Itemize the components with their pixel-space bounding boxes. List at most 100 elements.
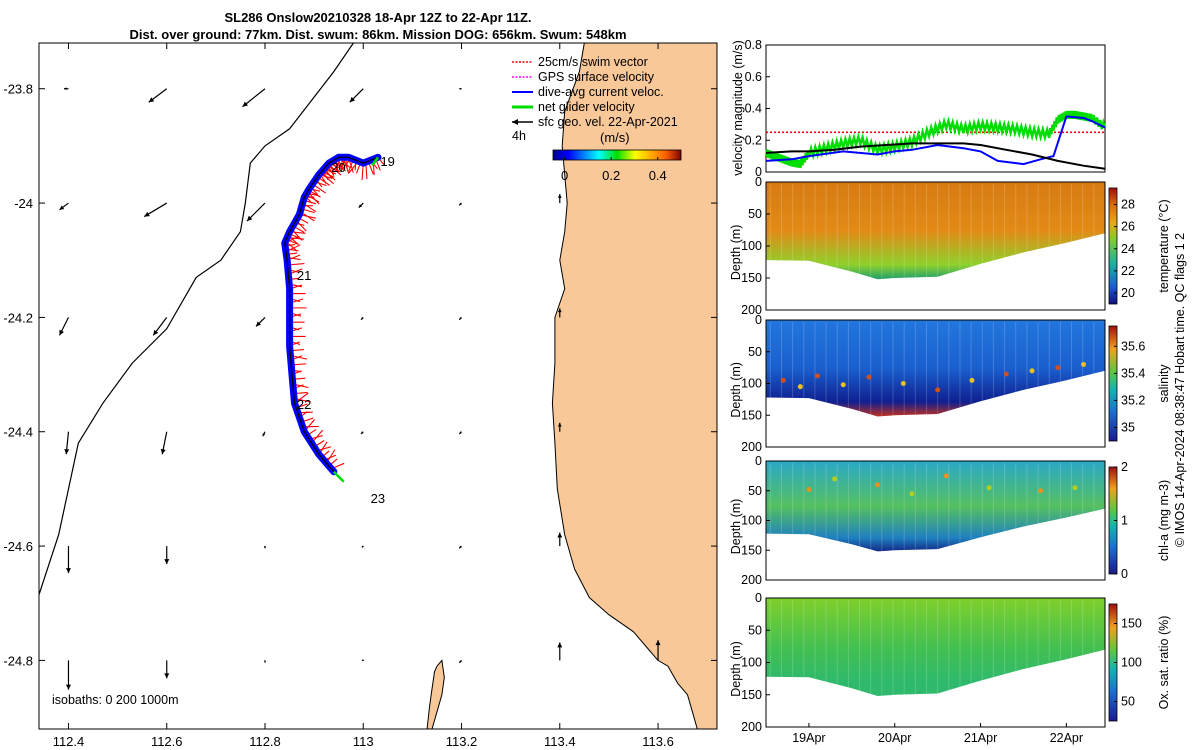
legend-interval-label: 4h bbox=[512, 129, 526, 143]
section-ytick-label: 150 bbox=[741, 543, 762, 557]
chla-marker bbox=[832, 476, 838, 482]
sfc-arrowhead-18 bbox=[160, 448, 166, 455]
velocity-timeseries-panel: 0 0.2 0.4 0.6 0.8 velocity magnitude (m/s) bbox=[731, 38, 1107, 179]
sfc-arrowhead-8 bbox=[358, 204, 363, 208]
title-line-1: SL286 Onslow20210328 18-Apr 12Z to 22-Ap… bbox=[224, 10, 531, 25]
section-panel-0: 0 50 100 150 200 Depth (m) 20 22 24 26 28 temperatu… bbox=[729, 175, 1171, 317]
section-colorbar-tick-label: 1 bbox=[1121, 514, 1128, 528]
salinity-bottom-marker bbox=[1055, 365, 1061, 371]
section-ytick-label: 100 bbox=[741, 377, 762, 391]
salinity-bottom-marker bbox=[797, 384, 803, 390]
section-colorbar bbox=[1108, 325, 1118, 442]
salinity-bottom-marker bbox=[1081, 361, 1087, 367]
section-ytick-label: 150 bbox=[741, 271, 762, 285]
map-xtick-label: 112.6 bbox=[151, 734, 183, 749]
map-ytick-label: -24.8 bbox=[3, 653, 33, 668]
section-x-axis: 19Apr 20Apr 21Apr 22Apr bbox=[792, 723, 1083, 745]
section-ytick-label: 0 bbox=[755, 591, 762, 605]
chla-marker bbox=[1072, 485, 1078, 491]
net-velocity-start-vector bbox=[371, 156, 379, 167]
sfc-arrowhead-12 bbox=[153, 329, 159, 336]
salinity-bottom-marker bbox=[969, 377, 975, 383]
sfc-arrowhead-26 bbox=[361, 545, 365, 548]
map-ytick-label: -24.4 bbox=[3, 425, 33, 440]
section-colorbar-tick-label: 2 bbox=[1121, 460, 1128, 474]
legend-swim-vector-label: 25cm/s swim vector bbox=[538, 55, 648, 69]
section-ytick-label: 100 bbox=[741, 514, 762, 528]
section-panel-2: 0 50 100 150 200 Depth (m) 0 1 2 chl-a (mg m-3) bbox=[729, 454, 1171, 587]
section-ytick-label: 50 bbox=[748, 484, 762, 498]
section-xtick-label: 22Apr bbox=[1050, 731, 1083, 745]
section-ytick-label: 100 bbox=[741, 239, 762, 253]
section-colorbar-tick-label: 20 bbox=[1121, 286, 1135, 300]
section-colorbar-tick-label: 50 bbox=[1121, 695, 1135, 709]
map-y-axis: -23.8 -24 -24.2 -24.4 -24.6 -24.8 bbox=[3, 82, 717, 668]
series-line-3 bbox=[765, 142, 1106, 170]
sfc-arrowhead-20 bbox=[361, 431, 364, 434]
surface-velocity-arrows bbox=[58, 87, 661, 690]
net-velocity-end-vector bbox=[332, 470, 345, 483]
timeseries-y-axis: 0 0.2 0.4 0.6 0.8 bbox=[745, 38, 770, 179]
sfc-arrowhead-15 bbox=[459, 317, 462, 320]
ts-ytick-label: 0.2 bbox=[745, 133, 762, 147]
salinity-bottom-marker bbox=[814, 373, 820, 379]
legend-sfc-geo-label: sfc geo. vel. 22-Apr-2021 bbox=[538, 115, 678, 129]
section-data-field bbox=[766, 598, 1105, 696]
map-xtick-label: 113.6 bbox=[642, 734, 674, 749]
legend-net-velocity-label: net glider velocity bbox=[538, 100, 635, 114]
map-ytick-label: -24.2 bbox=[3, 310, 33, 325]
legend-sfc-geo-arrowhead bbox=[512, 119, 518, 125]
section-xtick-label: 19Apr bbox=[792, 731, 825, 745]
map-frame bbox=[38, 42, 718, 730]
section-colorbar-label: chl-a (mg m-3) bbox=[1157, 480, 1171, 561]
imos-credit: © IMOS 14-Apr-2024 08:38:47 Hobart time.… bbox=[1173, 233, 1187, 547]
section-ylabel: Depth (m) bbox=[729, 225, 743, 281]
legend-gps-label: GPS surface velocity bbox=[538, 70, 655, 84]
sfc-arrowhead-0 bbox=[63, 87, 67, 91]
section-ytick-label: 0 bbox=[755, 175, 762, 189]
chla-marker bbox=[909, 491, 915, 497]
section-ytick-label: 200 bbox=[741, 720, 762, 734]
speed-colorbar-tick-label: 0.4 bbox=[649, 168, 667, 183]
map-legend: 25cm/s swim vector GPS surface velocity … bbox=[512, 55, 682, 183]
section-colorbar-label: temperature (°C) bbox=[1157, 199, 1171, 292]
map-x-axis: 112.4 112.6 112.8 113 113.2 113.4 113.6 bbox=[53, 43, 674, 749]
sfc-arrowhead-11 bbox=[59, 329, 64, 336]
sfc-arrowhead-23 bbox=[65, 568, 71, 574]
section-colorbar-tick-label: 26 bbox=[1121, 220, 1135, 234]
section-panel-1: 0 50 100 150 200 Depth (m) 35 35.2 35.4 35.6 salin… bbox=[729, 313, 1171, 454]
chla-marker bbox=[986, 485, 992, 491]
section-ytick-label: 150 bbox=[741, 688, 762, 702]
speed-colorbar bbox=[552, 149, 682, 161]
sfc-arrowhead-4 bbox=[459, 87, 462, 90]
isobath-note: isobaths: 0 200 1000m bbox=[52, 693, 178, 707]
ts-ytick-label: 0.8 bbox=[745, 38, 762, 52]
day-label-21: 21 bbox=[297, 268, 311, 283]
sfc-arrowhead-14 bbox=[361, 317, 364, 320]
sfc-arrowhead-21 bbox=[459, 431, 462, 434]
day-label-19: 19 bbox=[380, 154, 394, 169]
sfc-arrowhead-34 bbox=[557, 642, 563, 648]
section-colorbar-tick-label: 150 bbox=[1121, 617, 1142, 631]
salinity-bottom-marker bbox=[935, 387, 941, 393]
colorbar-units-label: (m/s) bbox=[600, 130, 630, 145]
sfc-arrowhead-29 bbox=[65, 684, 71, 690]
section-ytick-label: 200 bbox=[741, 303, 762, 317]
isobath-1000m-line bbox=[39, 43, 354, 595]
section-data-field bbox=[766, 461, 1105, 552]
section-data-field bbox=[766, 320, 1105, 417]
section-colorbar-tick-label: 24 bbox=[1121, 242, 1135, 256]
sfc-arrowhead-7 bbox=[247, 215, 253, 222]
salinity-bottom-marker bbox=[1003, 371, 1009, 377]
section-colorbar-label: Ox. sat. ratio (%) bbox=[1157, 616, 1171, 710]
section-colorbar-label: salinity bbox=[1157, 364, 1171, 403]
ts-ytick-label: 0.4 bbox=[745, 102, 762, 116]
series-line-1 bbox=[764, 110, 1107, 169]
section-colorbar bbox=[1108, 187, 1118, 305]
speed-colorbar-ticks: 0 0.2 0.4 bbox=[561, 157, 667, 183]
coastline-land bbox=[551, 43, 717, 729]
sfc-arrowhead-35 bbox=[655, 640, 661, 646]
timeseries-lines bbox=[764, 110, 1107, 170]
section-ytick-label: 0 bbox=[755, 313, 762, 327]
